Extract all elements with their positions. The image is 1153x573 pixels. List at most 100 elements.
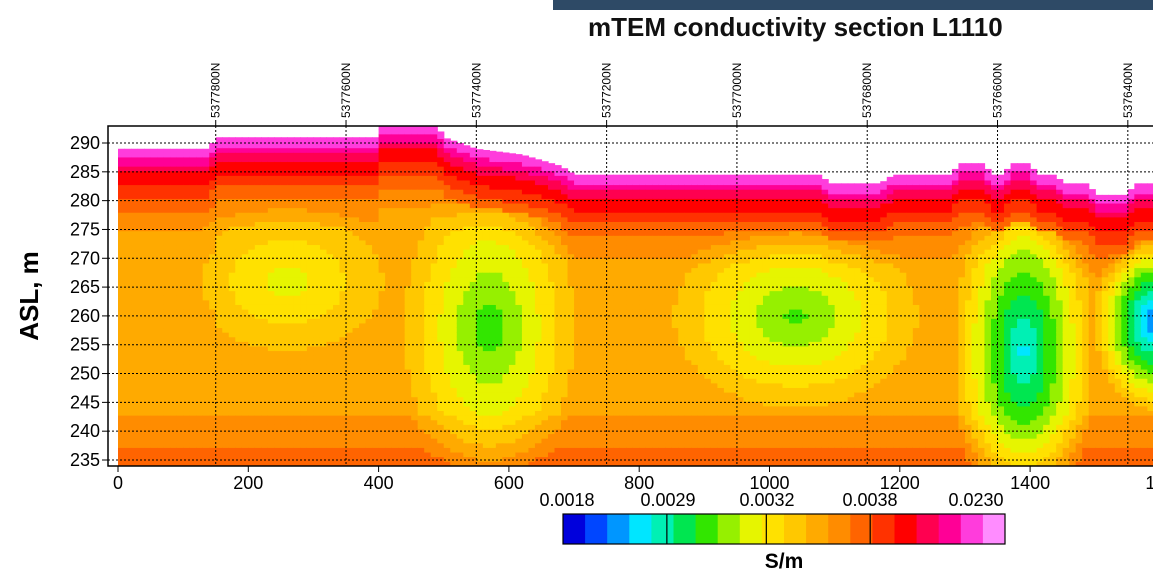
section-cell [528,221,536,227]
section-cell [502,193,510,199]
section-cell [183,184,191,190]
section-cell [463,262,471,269]
section-cell [306,299,315,305]
section-cell [222,276,230,282]
section-cell [424,364,432,370]
section-cell [332,166,341,172]
section-cell [372,166,380,172]
section-cell [228,152,236,158]
section-cell [541,327,549,333]
section-cell [482,244,490,250]
section-cell [118,235,126,241]
section-cell [359,281,367,287]
section-cell [202,308,210,315]
section-cell [482,359,490,365]
section-cell [144,438,152,444]
section-cell [411,235,419,241]
section-cell [124,225,132,232]
section-cell [385,447,393,453]
section-cell [508,239,517,246]
section-cell [372,373,380,379]
section-cell [482,373,490,379]
section-cell [124,322,132,329]
section-cell [131,373,139,379]
section-cell [300,258,308,264]
section-cell [378,207,386,213]
section-cell [547,175,556,181]
section-cell [118,285,126,292]
section-cell [222,244,230,250]
section-cell [482,299,490,305]
section-cell [189,308,197,315]
section-cell [163,156,171,163]
section-cell [430,253,438,259]
section-cell [144,249,152,255]
section-cell [228,184,236,190]
section-cell [163,373,171,379]
section-cell [463,336,471,342]
section-cell [424,262,432,269]
section-cell [385,364,393,370]
section-cell [404,249,412,255]
section-cell [424,410,432,416]
section-cell [170,359,178,365]
section-cell [482,225,490,232]
section-cell [437,230,445,236]
section-cell [359,318,367,324]
section-cell [228,295,236,301]
section-cell [215,382,223,388]
section-cell [469,281,477,287]
section-cell [404,285,412,292]
section-cell [515,216,523,222]
section-cell [131,410,139,416]
section-cell [241,424,249,430]
section-cell [196,322,204,329]
section-cell [339,175,347,181]
section-cell [463,295,471,301]
section-cell [424,129,432,135]
section-cell [287,184,295,190]
section-cell [398,166,406,172]
section-cell [189,175,197,181]
section-cell [541,438,549,444]
section-cell [391,461,399,466]
section-cell [300,161,308,167]
section-cell [287,322,295,329]
section-cell [202,433,210,439]
section-cell [280,216,288,222]
section-cell [241,350,249,356]
section-cell [437,131,445,135]
section-cell [352,295,360,301]
section-cell [352,378,360,384]
section-cell [215,207,223,213]
section-cell [306,456,315,462]
section-cell [378,396,386,402]
section-cell [209,442,217,448]
section-cell [424,336,432,342]
section-cell [365,249,373,255]
section-cell [189,364,197,370]
section-cell [189,161,197,167]
section-cell [280,267,288,273]
section-cell [157,249,165,255]
section-cell [144,424,152,430]
section-cell [326,175,334,181]
section-cell [287,193,295,199]
section-cell [359,175,367,181]
section-cell [280,415,288,421]
section-cell [372,138,380,144]
section-cell [346,368,354,375]
section-cell [313,262,321,269]
section-cell [554,281,562,287]
section-cell [430,239,438,246]
section-cell [339,442,347,448]
section-cell [378,382,386,388]
section-cell [209,249,217,255]
section-cell [508,225,517,232]
section-cell [300,318,308,324]
section-cell [391,202,399,209]
section-cell [554,322,562,329]
section-cell [346,216,354,222]
section-cell [339,290,347,296]
section-cell [215,387,223,393]
